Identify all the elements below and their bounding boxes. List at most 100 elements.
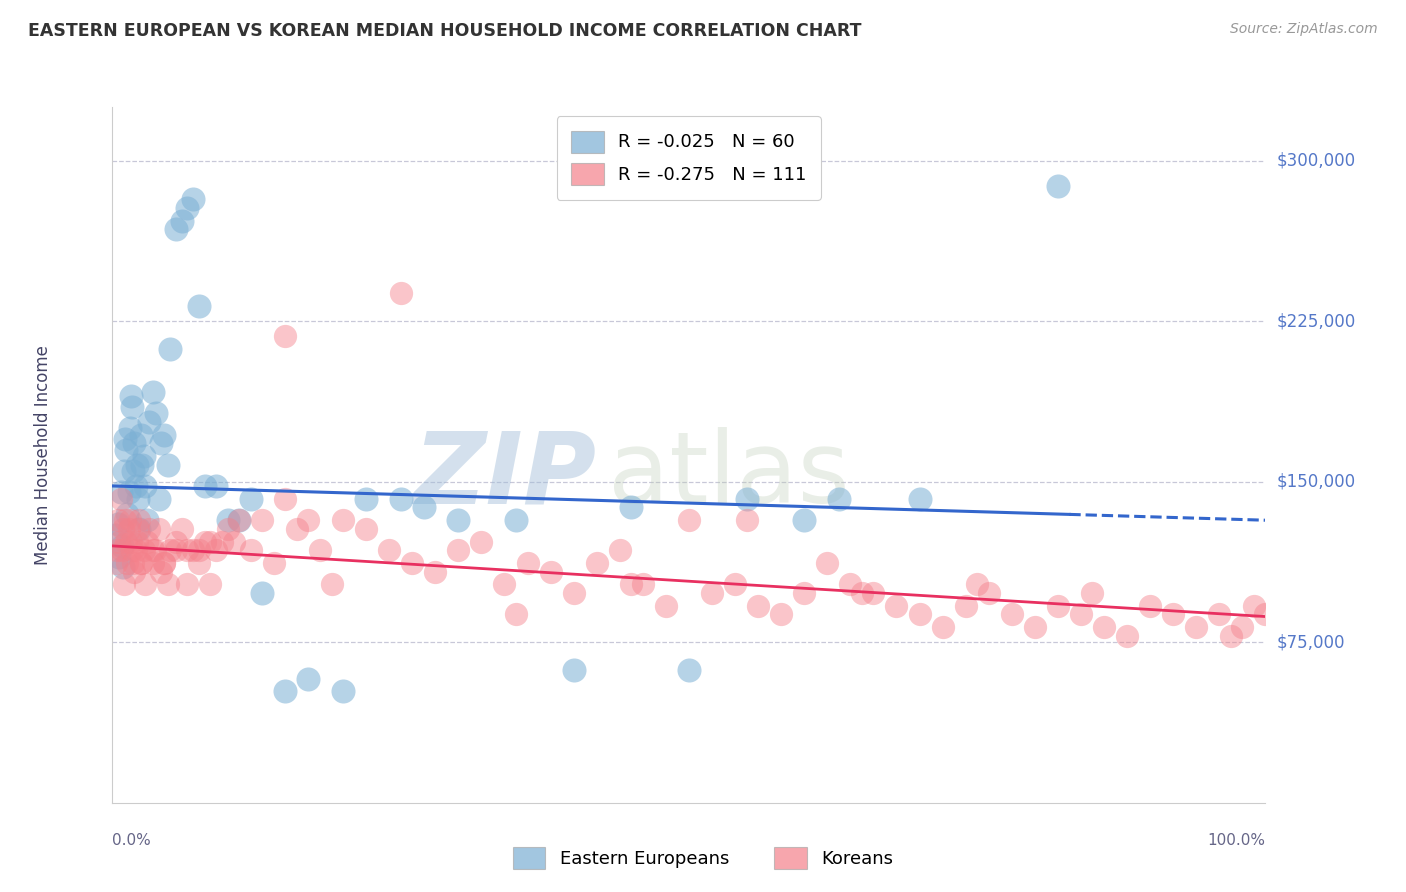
Point [609, 543, 631, 558]
Point [297, 513, 319, 527]
Point [181, 543, 204, 558]
Point [134, 577, 156, 591]
Point [205, 479, 228, 493]
Point [1070, 607, 1092, 622]
Point [176, 201, 198, 215]
Point [1001, 607, 1024, 622]
Point [540, 565, 562, 579]
Point [839, 577, 862, 591]
Point [176, 543, 198, 558]
Point [252, 513, 274, 527]
Point [128, 513, 150, 527]
Point [793, 513, 815, 527]
Point [332, 513, 354, 527]
Text: 100.0%: 100.0% [1208, 833, 1265, 848]
Point [132, 449, 155, 463]
Point [378, 543, 401, 558]
Point [122, 556, 145, 570]
Text: atlas: atlas [609, 427, 849, 524]
Point [118, 513, 141, 527]
Text: $150,000: $150,000 [1277, 473, 1355, 491]
Point [142, 543, 165, 558]
Point [700, 586, 723, 600]
Point [747, 599, 769, 613]
Point [187, 543, 211, 558]
Point [117, 522, 139, 536]
Point [735, 491, 758, 506]
Point [187, 556, 211, 570]
Point [389, 491, 412, 506]
Point [770, 607, 793, 622]
Point [111, 543, 134, 558]
Point [120, 389, 142, 403]
Point [104, 528, 127, 542]
Point [128, 522, 150, 536]
Point [104, 556, 127, 570]
Point [977, 586, 1000, 600]
Text: Source: ZipAtlas.com: Source: ZipAtlas.com [1230, 22, 1378, 37]
Point [110, 491, 132, 506]
Point [1046, 179, 1069, 194]
Legend: Eastern Europeans, Koreans: Eastern Europeans, Koreans [503, 838, 903, 879]
Point [222, 534, 245, 549]
Point [111, 539, 134, 553]
Point [112, 577, 135, 591]
Point [274, 329, 297, 343]
Point [125, 458, 148, 472]
Point [1092, 620, 1115, 634]
Point [966, 577, 988, 591]
Point [122, 464, 145, 478]
Point [115, 534, 138, 549]
Point [217, 522, 239, 536]
Point [165, 543, 187, 558]
Point [1243, 599, 1265, 613]
Point [111, 560, 134, 574]
Point [274, 684, 297, 698]
Point [217, 513, 239, 527]
Point [108, 534, 131, 549]
Text: $300,000: $300,000 [1277, 152, 1355, 169]
Point [142, 384, 165, 399]
Point [620, 577, 643, 591]
Point [107, 517, 129, 532]
Point [1139, 599, 1161, 613]
Point [309, 543, 332, 558]
Point [107, 513, 129, 527]
Point [108, 549, 131, 564]
Point [170, 213, 193, 227]
Point [159, 342, 181, 356]
Point [239, 491, 262, 506]
Point [562, 663, 585, 677]
Point [114, 432, 136, 446]
Point [354, 522, 377, 536]
Point [153, 556, 176, 570]
Point [678, 663, 700, 677]
Point [127, 522, 149, 536]
Text: EASTERN EUROPEAN VS KOREAN MEDIAN HOUSEHOLD INCOME CORRELATION CHART: EASTERN EUROPEAN VS KOREAN MEDIAN HOUSEH… [28, 22, 862, 40]
Point [131, 458, 153, 472]
Point [297, 672, 319, 686]
Point [117, 485, 139, 500]
Point [470, 534, 492, 549]
Point [228, 513, 250, 527]
Text: $225,000: $225,000 [1277, 312, 1355, 330]
Point [115, 442, 138, 457]
Point [156, 458, 179, 472]
Point [274, 491, 297, 506]
Point [205, 543, 228, 558]
Point [159, 543, 181, 558]
Point [136, 534, 159, 549]
Point [114, 513, 136, 527]
Point [447, 543, 470, 558]
Point [138, 415, 160, 429]
Point [200, 534, 222, 549]
Point [505, 607, 527, 622]
Point [194, 534, 217, 549]
Point [620, 500, 643, 515]
Point [354, 491, 377, 506]
Point [851, 586, 873, 600]
Point [132, 543, 155, 558]
Point [735, 513, 758, 527]
Point [127, 491, 149, 506]
Legend: R = -0.025   N = 60, R = -0.275   N = 111: R = -0.025 N = 60, R = -0.275 N = 111 [557, 116, 821, 200]
